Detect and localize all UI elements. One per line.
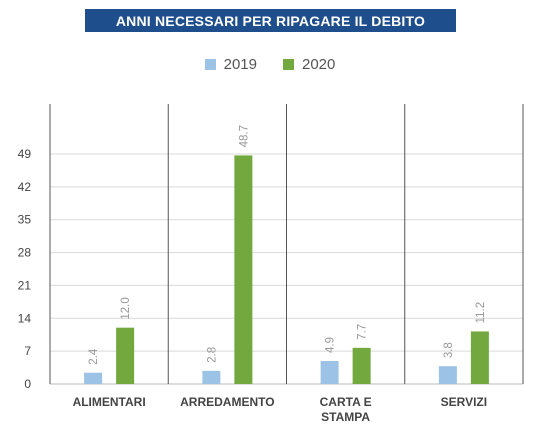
legend-item-2020: 2020 [283, 56, 335, 73]
legend-label-2019: 2019 [223, 56, 257, 73]
y-tick-label: 42 [18, 180, 32, 194]
bar-2020 [352, 347, 371, 384]
chart-title: ANNI NECESSARI PER RIPAGARE IL DEBITO [85, 9, 456, 32]
bar-2019 [438, 366, 457, 384]
legend: 2019 2020 [0, 56, 540, 73]
bar-2020 [234, 155, 253, 384]
bar-2019 [84, 372, 103, 384]
data-label-2019: 2.4 [88, 348, 100, 365]
y-tick-label: 7 [24, 344, 31, 358]
legend-item-2019: 2019 [204, 56, 257, 73]
data-label-2020: 7.7 [357, 324, 369, 340]
x-tick-label: ARREDAMENTO [180, 395, 274, 409]
y-tick-label: 49 [18, 147, 32, 161]
legend-label-2020: 2020 [302, 56, 336, 73]
bar-2020 [116, 327, 135, 384]
x-tick-label: ALIMENTARI [73, 395, 146, 409]
bar-2019 [320, 361, 339, 384]
y-tick-label: 35 [18, 213, 32, 227]
y-tick-label: 28 [18, 246, 32, 260]
x-tick-label: STAMPA [321, 410, 370, 424]
data-label-2020: 11.2 [475, 302, 487, 324]
x-tick-label: SERVIZI [441, 395, 487, 409]
data-label-2020: 48.7 [238, 125, 250, 147]
data-label-2019: 4.9 [325, 337, 337, 353]
y-tick-label: 21 [18, 278, 32, 292]
data-label-2020: 12.0 [120, 297, 132, 319]
legend-swatch-2019 [204, 59, 216, 70]
y-tick-label: 0 [24, 377, 31, 391]
legend-swatch-2020 [283, 59, 294, 70]
x-tick-label: CARTA E [320, 395, 372, 409]
bar-2020 [470, 331, 489, 384]
data-label-2019: 3.8 [443, 342, 455, 358]
data-label-2019: 2.8 [206, 347, 218, 363]
bar-2019 [202, 370, 221, 384]
y-tick-label: 14 [18, 311, 32, 325]
